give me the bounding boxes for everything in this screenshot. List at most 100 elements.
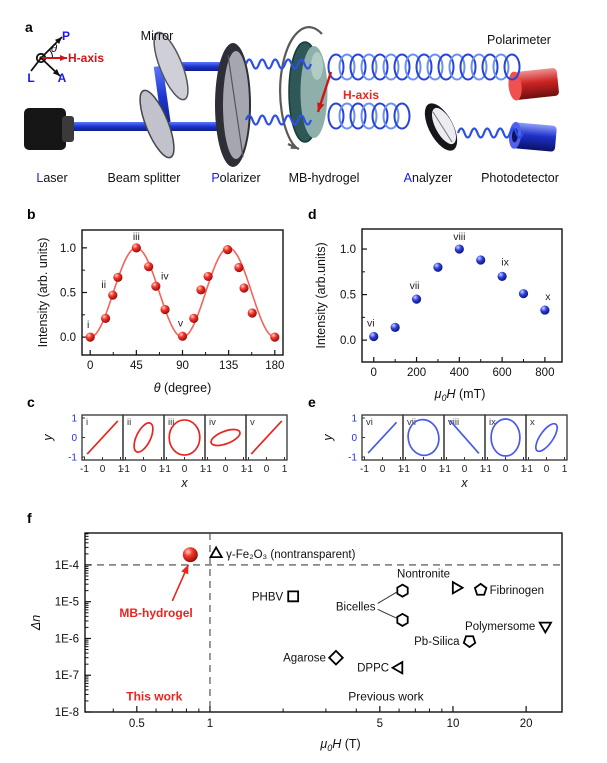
point-label: ix [501,256,509,268]
coil-upper [393,53,411,81]
polarization-line [86,420,119,455]
mini-y-tick-label: -1 [68,453,77,464]
y-tick-label: 1E-5 [55,597,79,609]
coil-lower [327,102,345,130]
mini-x-tick-label: -1 [244,464,253,475]
panel-f-letter: f [27,510,32,526]
data-point [247,308,257,318]
x-tick-label: 400 [450,367,469,379]
mirror-label: Mirror [141,29,174,43]
mini-x-tick-label: 0 [141,464,147,475]
mini-panel-label: i [86,417,88,428]
mini-x-tick-label: 1 [118,464,124,475]
x-tick-label: 0 [87,360,93,372]
y-tick-label: 1.0 [340,244,356,256]
y-tick-label: 1.0 [60,243,76,255]
data-point [196,285,206,295]
data-point [540,305,550,315]
polarization-ellipse [210,428,241,447]
material-label: γ-Fe₂O₃ (nontransparent) [226,549,355,561]
polarization-ellipse [407,418,440,457]
material-label: Polymersome [465,621,535,633]
mb-hydrogel-annotation: MB-hydrogel [119,606,192,620]
data-point [203,271,213,282]
mini-x-tick-label: -1 [483,464,492,475]
x-tick-label: 0 [371,367,377,379]
y-tick-label: 1E-7 [55,670,79,682]
coil-upper [448,53,466,81]
rotation-arrow-head-head [290,142,299,149]
x-tick-label: 800 [535,367,554,379]
panel-c-letter: c [27,394,35,410]
panel-e-chart: e vi -1 0 1 vii -1 0 1 viii -1 0 1 ix -1 0 1 x -1 0 1 1 0 -1 x y [308,394,568,490]
mini-panel-label: x [530,417,535,428]
a-axis-arrow-head [52,69,60,76]
a-axis-label: A [58,71,67,85]
coil-upper [404,53,422,81]
polarimeter-label: Polarimeter [487,33,551,47]
bicelles-connector [377,591,397,604]
x-axis-label: x [460,476,468,490]
mini-panel-label: viii [448,417,459,428]
mini-x-tick-label: 0 [380,464,386,475]
mini-y-tick-label: -1 [348,453,357,464]
panel-d-chart: d 0 200 400 600 800 0.0 0.5 1.0 μ0H (mT) Intensit… [308,206,563,403]
data-point [144,262,154,272]
coil-upper [382,53,400,81]
point-label: viii [453,231,465,243]
polarization-ellipse [168,419,201,456]
x-axis-label: x [180,476,188,490]
data-point [476,255,486,265]
laser-beam [64,122,154,131]
mini-y-tick-label: 1 [71,414,77,425]
data-point [85,332,95,342]
mini-y-tick-label: 0 [71,433,77,444]
mini-panel-label: iii [168,417,174,428]
label-beam-splitter: Beam splitter [108,171,181,185]
region-label: Previous work [348,690,424,704]
x-tick-label: 5 [377,718,383,730]
x-tick-label: 20 [520,718,533,730]
l-axis-line [30,57,42,72]
material-label: Fibrinogen [490,585,544,597]
polarization-ellipse [490,418,521,457]
mini-x-tick-label: -1 [121,464,130,475]
wave-upper [244,58,313,70]
beam-splitter-disk [139,89,175,159]
panel-a-diagram: a [24,19,559,185]
x-tick-label: 135 [219,360,238,372]
mini-x-tick-label: 0 [421,464,427,475]
data-point [108,290,118,300]
upper-beam-rod [170,62,220,71]
label-analyzer: Analyzer [404,171,453,185]
splitter-vertical-beam [153,65,172,129]
coil-lower [338,102,356,130]
polarimeter-body [508,68,559,101]
plot-frame [84,532,563,713]
point-label: i [87,319,89,331]
y-tick-label: 0.0 [340,335,356,347]
label-mb-hydrogel: MB-hydrogel [289,171,360,185]
p-axis-arrow-head [54,37,62,45]
data-point [189,313,199,323]
laser-illustration [24,108,74,150]
marker-nontronite [451,580,465,595]
analyzer-disk [424,103,458,151]
coil-lower [393,102,411,130]
mini-x-tick-label: -1 [442,464,451,475]
p-axis-label: P [62,29,70,43]
coil-upper [415,53,433,81]
y-tick-label: 1E-8 [55,707,79,719]
coil-upper [327,53,345,81]
mini-panel-label: ix [489,417,496,428]
plot-frame [361,228,563,363]
data-point [411,294,422,304]
y-tick-label: 0.0 [60,332,76,344]
bicelles-connector [377,608,397,619]
data-point [100,313,111,323]
wave-lower [244,114,313,126]
mini-x-tick-label: 1 [200,464,206,475]
coil-lower [349,102,367,130]
marker-pb-silica [462,635,477,649]
mini-x-tick-label: 0 [544,464,550,475]
